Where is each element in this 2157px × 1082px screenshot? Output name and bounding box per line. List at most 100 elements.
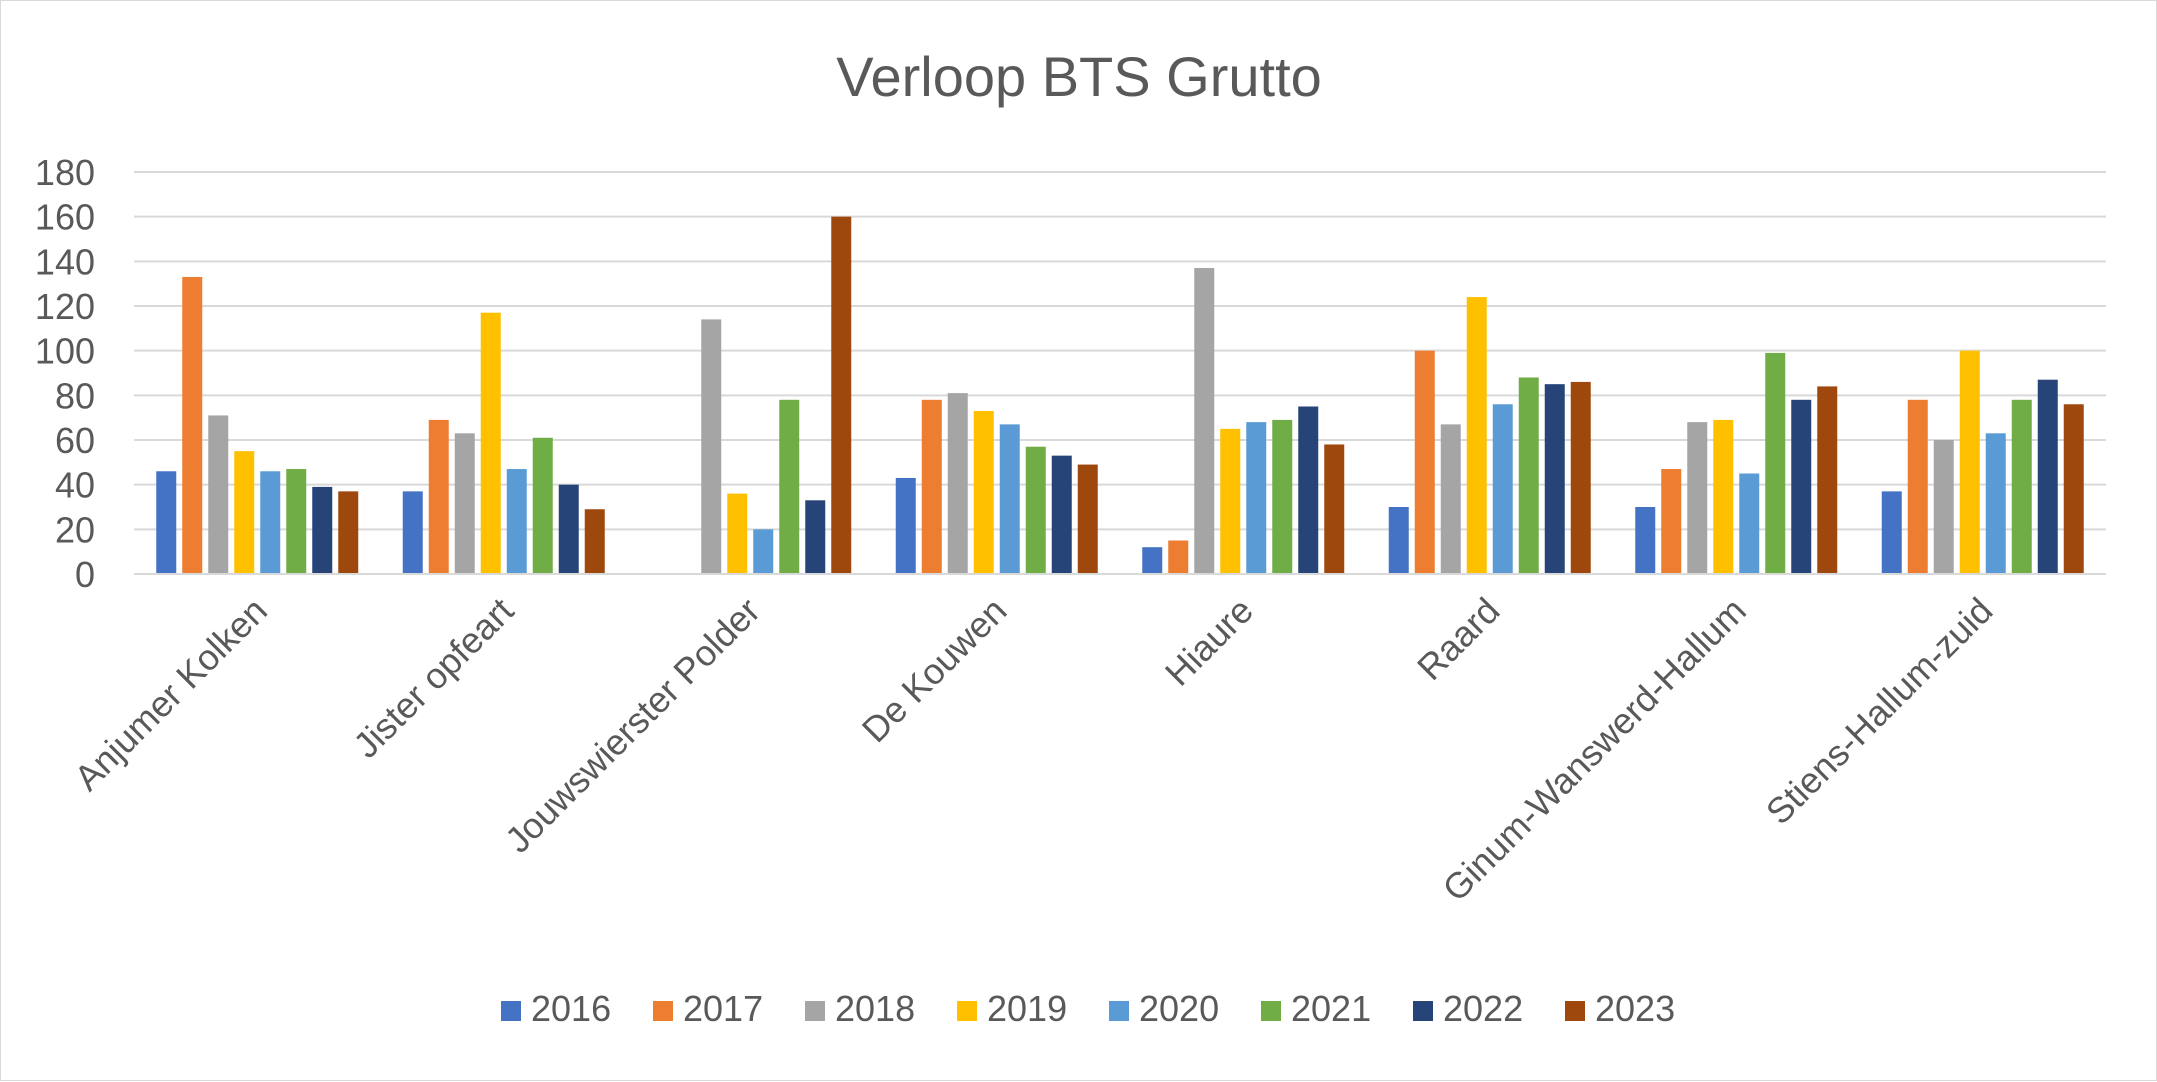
x-axis-categories: Anjumer Kolken Jister opfeartJouwswierste…	[66, 590, 2000, 909]
bar-2022-6	[1791, 399, 1812, 574]
bar-2018-5	[1440, 424, 1461, 574]
bar-2020-5	[1492, 404, 1513, 574]
legend-label: 2018	[835, 988, 915, 1029]
bar-2018-7	[1933, 440, 1954, 574]
legend-item-2023: 2023	[1565, 988, 1675, 1029]
bar-2019-0	[234, 451, 255, 574]
x-category-label: De Kouwen	[854, 590, 1015, 751]
bar-2018-4	[1194, 268, 1215, 574]
x-category-label: Jouwswierster Polder	[497, 590, 768, 861]
bar-2017-1	[428, 419, 449, 574]
bar-2021-2	[779, 399, 800, 574]
legend-item-2022: 2022	[1413, 988, 1523, 1029]
legend-swatch	[805, 1001, 825, 1021]
y-tick-label: 120	[35, 286, 95, 327]
bar-2023-6	[1817, 386, 1838, 574]
legend-swatch	[653, 1001, 673, 1021]
bar-2021-3	[1025, 446, 1046, 574]
x-category-label: Hiaure	[1157, 590, 1261, 694]
y-tick-label: 0	[75, 554, 95, 595]
bar-2018-3	[947, 393, 968, 574]
bar-2018-1	[454, 433, 475, 574]
bar-2022-2	[805, 500, 826, 574]
legend-item-2018: 2018	[805, 988, 915, 1029]
bar-2020-7	[1985, 433, 2006, 574]
bar-2017-0	[182, 276, 203, 574]
legend-swatch	[1261, 1001, 1281, 1021]
bar-2020-1	[506, 469, 527, 574]
legend-swatch	[957, 1001, 977, 1021]
y-tick-label: 20	[55, 509, 95, 550]
bar-2022-4	[1298, 406, 1319, 574]
chart-title: Verloop BTS Grutto	[836, 45, 1322, 108]
bar-2016-6	[1635, 507, 1656, 574]
x-category-label: Jister opfeart	[345, 590, 521, 766]
legend-item-2017: 2017	[653, 988, 763, 1029]
bar-2023-7	[2063, 404, 2084, 574]
bar-2023-4	[1324, 444, 1345, 574]
y-tick-label: 100	[35, 331, 95, 372]
legend-label: 2020	[1139, 988, 1219, 1029]
bar-2019-4	[1220, 428, 1241, 574]
legend-label: 2016	[531, 988, 611, 1029]
y-tick-label: 40	[55, 465, 95, 506]
legend-swatch	[501, 1001, 521, 1021]
bar-2021-5	[1518, 377, 1539, 574]
bar-2017-5	[1414, 350, 1435, 574]
bar-2021-1	[532, 437, 553, 574]
legend-swatch	[1109, 1001, 1129, 1021]
legend-label: 2023	[1595, 988, 1675, 1029]
legend-label: 2022	[1443, 988, 1523, 1029]
bar-2016-4	[1142, 547, 1163, 574]
bar-2023-0	[338, 491, 359, 574]
bar-2017-4	[1168, 540, 1189, 574]
bar-2019-1	[480, 312, 501, 574]
legend-item-2020: 2020	[1109, 988, 1219, 1029]
bar-2021-0	[286, 469, 307, 574]
legend-label: 2017	[683, 988, 763, 1029]
bars	[156, 216, 2084, 574]
bar-2022-5	[1544, 384, 1565, 574]
y-tick-label: 60	[55, 420, 95, 461]
bar-2018-6	[1687, 422, 1708, 574]
bar-2017-3	[921, 399, 942, 574]
bar-2023-3	[1077, 464, 1098, 574]
legend-label: 2019	[987, 988, 1067, 1029]
legend-item-2019: 2019	[957, 988, 1067, 1029]
bar-2023-1	[584, 509, 605, 574]
bar-2022-1	[558, 484, 579, 574]
bar-2016-1	[402, 491, 423, 574]
bar-2023-5	[1570, 381, 1591, 574]
bar-2016-7	[1881, 491, 1902, 574]
bar-2021-4	[1272, 419, 1293, 574]
legend: 2016 2017 2018 2019 2020 2021 2022 2023	[501, 988, 1675, 1029]
legend-swatch	[1413, 1001, 1433, 1021]
x-category-label: Anjumer Kolken	[66, 590, 275, 799]
bar-2019-3	[973, 410, 994, 574]
bar-2019-7	[1959, 350, 1980, 574]
bar-2021-7	[2011, 399, 2032, 574]
bar-2021-6	[1765, 352, 1786, 574]
y-tick-label: 80	[55, 375, 95, 416]
legend-label: 2021	[1291, 988, 1371, 1029]
bar-2020-3	[999, 424, 1020, 574]
x-category-label: Raard	[1409, 590, 1507, 688]
bar-2022-3	[1051, 455, 1072, 574]
bar-2017-6	[1661, 469, 1682, 574]
y-tick-label: 160	[35, 197, 95, 238]
bar-2017-7	[1907, 399, 1928, 574]
bar-2023-2	[831, 216, 852, 574]
bar-2019-5	[1466, 297, 1487, 574]
bar-2020-2	[753, 529, 774, 574]
bar-2022-0	[312, 486, 333, 574]
bar-2019-2	[727, 493, 748, 574]
bar-2022-7	[2037, 379, 2058, 574]
bar-2019-6	[1713, 419, 1734, 574]
bar-2020-6	[1739, 473, 1760, 574]
bar-2016-3	[895, 477, 916, 574]
bar-2020-4	[1246, 422, 1267, 574]
y-tick-label: 140	[35, 241, 95, 282]
